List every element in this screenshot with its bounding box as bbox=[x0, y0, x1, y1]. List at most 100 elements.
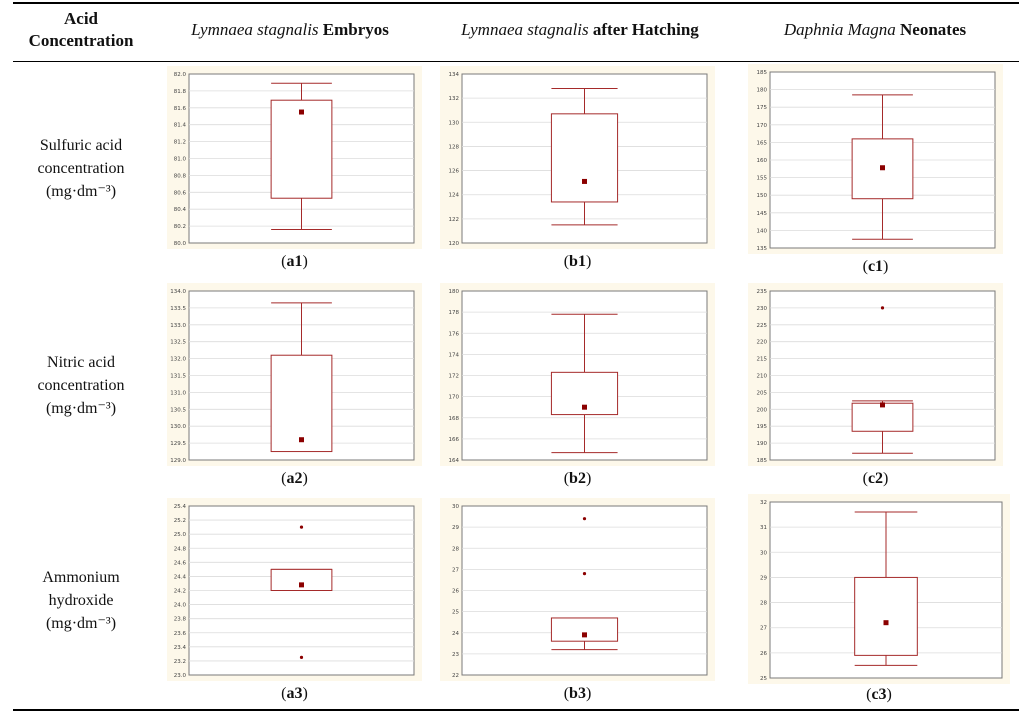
caption-b2: (b2) bbox=[563, 470, 592, 487]
y-tick-label: 31 bbox=[760, 525, 767, 531]
y-tick-label: 26 bbox=[760, 651, 767, 657]
y-tick-label: 27 bbox=[452, 567, 459, 573]
y-tick-label: 27 bbox=[760, 626, 767, 632]
y-tick-label: 172 bbox=[449, 374, 460, 380]
y-tick-label: 80.8 bbox=[174, 173, 187, 179]
caption-a3: (a3) bbox=[281, 685, 308, 702]
y-tick-label: 81.0 bbox=[174, 157, 187, 163]
y-tick-label: 23.2 bbox=[174, 659, 186, 665]
y-tick-label: 150 bbox=[757, 193, 768, 199]
median-marker bbox=[582, 404, 587, 410]
y-tick-label: 28 bbox=[760, 601, 767, 607]
header-after-hatching: Lymnaea stagnalis after Hatching bbox=[425, 0, 735, 60]
y-tick-label: 170 bbox=[449, 395, 460, 401]
header-col2-suffix: after Hatching bbox=[588, 20, 699, 39]
y-tick-label: 32 bbox=[760, 500, 767, 506]
y-tick-label: 25.4 bbox=[174, 504, 187, 510]
boxplot-c1: 135 140 145 150 155 160 165 170 175 180 185 bbox=[748, 64, 1003, 254]
row-label-line2: concentration bbox=[37, 160, 125, 177]
y-tick-label: 81.2 bbox=[174, 140, 186, 146]
median-marker bbox=[880, 165, 885, 171]
header-col3-species: Daphnia Magna bbox=[783, 20, 896, 39]
median-marker bbox=[582, 178, 587, 184]
y-tick-label: 29 bbox=[760, 575, 767, 581]
y-tick-label: 155 bbox=[757, 176, 768, 182]
boxplot-a3: 23.0 23.2 23.4 23.6 23.8 24.0 24.2 24.4 24.6 24.8… bbox=[167, 498, 422, 681]
y-tick-label: 210 bbox=[757, 374, 768, 380]
header-col1-suffix: Embryos bbox=[318, 20, 389, 39]
y-tick-label: 130.0 bbox=[170, 424, 186, 430]
median-marker bbox=[883, 620, 889, 626]
y-tick-label: 164 bbox=[449, 458, 460, 464]
outlier-point bbox=[582, 572, 587, 576]
caption-a2: (a2) bbox=[281, 470, 308, 487]
median-marker bbox=[880, 402, 885, 408]
y-tick-label: 130.5 bbox=[170, 407, 186, 413]
boxplot-svg: 25 26 27 28 29 30 31 32 bbox=[760, 500, 1003, 682]
outlier-point bbox=[299, 525, 304, 529]
boxplot-svg: 120 122 124 126 128 130 132 134 bbox=[449, 72, 708, 247]
y-tick-label: 23.8 bbox=[174, 617, 187, 623]
y-tick-label: 195 bbox=[757, 424, 768, 430]
y-tick-label: 131.0 bbox=[170, 390, 186, 396]
boxplot-b3: 22 23 24 25 26 27 28 29 30 bbox=[440, 498, 715, 681]
y-tick-label: 23.0 bbox=[174, 673, 187, 679]
boxplot-b2: 164 166 168 170 172 174 176 178 180 bbox=[440, 283, 715, 466]
y-tick-label: 135 bbox=[757, 246, 768, 252]
header-col1-species: Lymnaea stagnalis bbox=[191, 20, 319, 39]
iqr-box bbox=[550, 113, 619, 203]
y-tick-label: 176 bbox=[449, 331, 460, 337]
y-tick-label: 120 bbox=[449, 241, 460, 247]
median-marker bbox=[299, 582, 304, 588]
header-rule bbox=[13, 61, 1019, 62]
y-tick-label: 185 bbox=[757, 70, 768, 76]
iqr-box bbox=[854, 576, 918, 656]
row-label-line1: Sulfuric acid bbox=[39, 137, 123, 154]
caption-c2: (c2) bbox=[862, 470, 889, 487]
y-tick-label: 82.0 bbox=[174, 72, 187, 78]
y-tick-label: 25.2 bbox=[174, 518, 186, 524]
y-tick-label: 81.4 bbox=[174, 123, 187, 129]
boxplot-a1: 80.0 80.2 80.4 80.6 80.8 81.0 81.2 81.4 81.6 81.8… bbox=[167, 66, 422, 249]
y-tick-label: 126 bbox=[449, 169, 460, 175]
boxplot-svg: 135 140 145 150 155 160 165 170 175 180 185 bbox=[757, 70, 996, 252]
boxplot-svg: 23.0 23.2 23.4 23.6 23.8 24.0 24.2 24.4 24.6 24.8… bbox=[174, 504, 415, 679]
y-tick-label: 24.8 bbox=[174, 546, 187, 552]
y-tick-label: 30 bbox=[760, 550, 767, 556]
row-label-unit: (mg·dm⁻³) bbox=[45, 615, 117, 632]
boxplot-svg: 164 166 168 170 172 174 176 178 180 bbox=[449, 289, 708, 464]
median-marker bbox=[299, 109, 304, 115]
iqr-box bbox=[270, 568, 333, 591]
y-tick-label: 130 bbox=[449, 120, 460, 126]
caption-c1: (c1) bbox=[862, 258, 889, 275]
y-tick-label: 140 bbox=[757, 228, 768, 234]
boxplot-c2: 185 190 195 200 205 210 215 220 225 230 235 bbox=[748, 283, 1003, 466]
y-tick-label: 235 bbox=[757, 289, 768, 295]
iqr-box bbox=[270, 354, 333, 453]
y-tick-label: 180 bbox=[449, 289, 460, 295]
outlier-point bbox=[582, 517, 587, 521]
table-bottom-rule bbox=[13, 709, 1019, 711]
y-tick-label: 25 bbox=[452, 610, 459, 616]
y-tick-label: 23.6 bbox=[174, 631, 187, 637]
y-tick-label: 133.5 bbox=[170, 306, 186, 312]
header-neonates: Daphnia Magna Neonates bbox=[745, 0, 1005, 60]
header-col2-species: Lymnaea stagnalis bbox=[461, 20, 589, 39]
caption-c3: (c3) bbox=[866, 686, 892, 703]
row-label-sulfuric: Sulfuric acid concentration (mg·dm⁻³) bbox=[13, 134, 149, 203]
boxplot-svg: 185 190 195 200 205 210 215 220 225 230 235 bbox=[757, 289, 996, 464]
y-tick-label: 132.5 bbox=[170, 340, 186, 346]
y-tick-label: 131.5 bbox=[170, 374, 186, 380]
y-tick-label: 129.0 bbox=[170, 458, 186, 464]
header-embryos: Lymnaea stagnalis Embryos bbox=[160, 0, 420, 60]
row-label-line2: concentration bbox=[37, 377, 125, 394]
y-tick-label: 132 bbox=[449, 96, 460, 102]
y-tick-label: 185 bbox=[757, 458, 768, 464]
y-tick-label: 165 bbox=[757, 140, 768, 146]
y-tick-label: 80.4 bbox=[174, 207, 187, 213]
y-tick-label: 160 bbox=[757, 158, 768, 164]
y-tick-label: 22 bbox=[452, 673, 459, 679]
iqr-box bbox=[851, 402, 914, 432]
y-tick-label: 80.2 bbox=[174, 224, 186, 230]
y-tick-label: 168 bbox=[449, 416, 460, 422]
